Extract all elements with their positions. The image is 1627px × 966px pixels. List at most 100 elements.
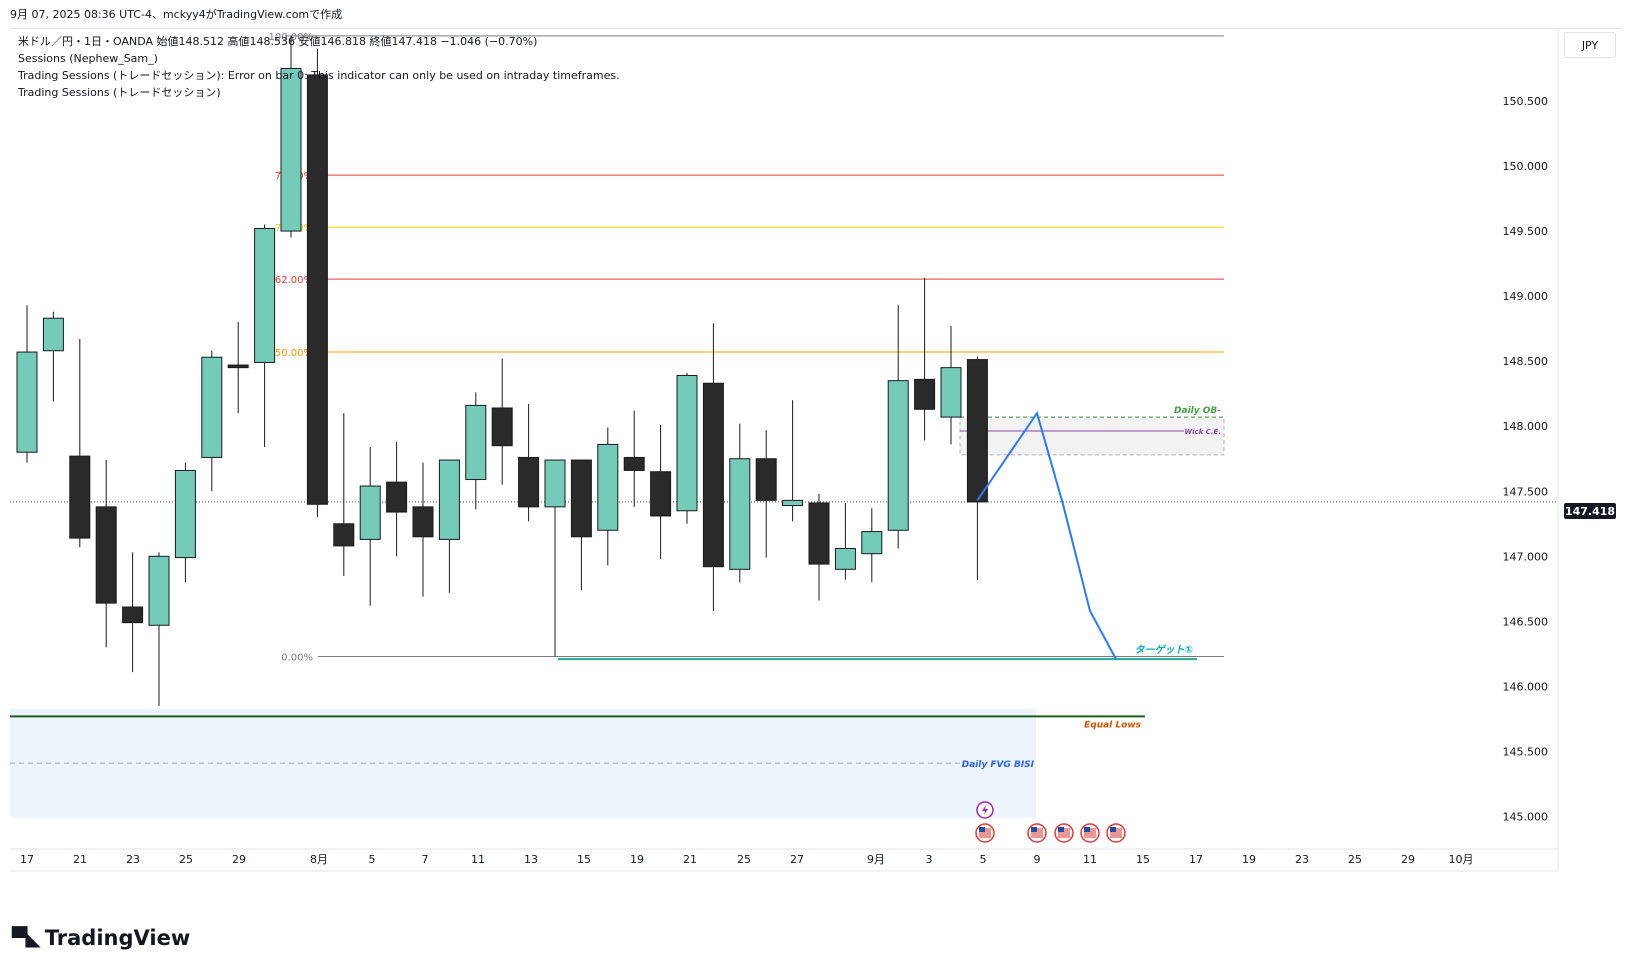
lightning-icon[interactable]	[976, 801, 994, 819]
annotation-label: Daily FVG BISI	[962, 760, 1035, 770]
time-tick-label: 10月	[1449, 853, 1474, 866]
candle	[16, 305, 38, 463]
us-flag-icon-canton	[1058, 827, 1064, 832]
time-tick-label: 19	[1242, 853, 1256, 866]
candle	[359, 447, 381, 606]
candle	[861, 508, 883, 583]
time-tick-label: 27	[790, 853, 804, 866]
tradingview-logo-icon: ▀◣	[12, 926, 41, 950]
chart-frame[interactable]	[10, 28, 1622, 909]
candle-body	[650, 471, 672, 517]
fib-label: 50.00%	[275, 348, 313, 359]
time-tick-label: 17	[1189, 853, 1203, 866]
time-tick-label: 3	[926, 853, 933, 866]
candle	[808, 493, 830, 601]
candle	[650, 424, 672, 559]
order-block-zone	[959, 416, 1225, 456]
price-tick-label: 147.000	[1503, 550, 1549, 563]
us-flag-icon[interactable]	[975, 823, 995, 843]
candle-body	[808, 502, 830, 565]
candle	[280, 35, 302, 238]
us-flag-icon[interactable]	[1054, 823, 1074, 843]
us-flag-icon-canton	[1031, 827, 1037, 832]
candle-body	[280, 67, 302, 232]
candle	[69, 339, 91, 548]
legend-symbol-line[interactable]: 米ドル／円・1日・OANDA 始値148.512 高値148.536 安値146…	[18, 35, 538, 48]
candle	[465, 392, 487, 510]
candle	[623, 410, 645, 507]
candle-body	[887, 380, 909, 531]
fib-label: 0.00%	[281, 652, 313, 663]
brand-name: TradingView	[44, 926, 191, 950]
time-tick-label: 29	[1401, 853, 1415, 866]
price-tick-label: 149.500	[1503, 225, 1549, 238]
legend-indicator-trading-sessions[interactable]: Trading Sessions (トレードセッション)	[18, 86, 221, 99]
time-tick-label: 15	[577, 853, 591, 866]
price-tick-label: 146.000	[1503, 680, 1549, 693]
time-tick-label: 25	[737, 853, 751, 866]
lightning-icon-bolt	[982, 805, 988, 815]
candle	[412, 462, 434, 597]
legend-indicator-sessions[interactable]: Sessions (Nephew_Sam_)	[18, 52, 158, 65]
candle-body	[834, 547, 856, 570]
candle-body	[782, 499, 804, 507]
time-tick-label: 13	[524, 853, 538, 866]
candle	[597, 427, 619, 566]
last-price-tag: 147.418	[1564, 503, 1616, 519]
currency-selector[interactable]: JPY	[1564, 32, 1616, 58]
candle-body	[702, 382, 724, 568]
candle	[254, 224, 276, 448]
price-tick-label: 145.000	[1503, 811, 1549, 824]
candle	[544, 459, 566, 657]
time-tick-label: 11	[471, 853, 485, 866]
time-tick-label: 5	[980, 853, 987, 866]
candle-body	[729, 458, 751, 570]
candle-body	[570, 459, 592, 538]
time-tick-label: 21	[73, 853, 87, 866]
candle	[306, 48, 328, 518]
candle-body	[623, 456, 645, 471]
candle	[887, 305, 909, 549]
time-tick-label: 5	[369, 853, 376, 866]
time-tick-label: 8月	[310, 853, 328, 866]
candle-body	[95, 506, 117, 604]
candle	[201, 350, 223, 492]
us-flag-icon[interactable]	[1027, 823, 1047, 843]
candle	[227, 322, 249, 414]
candle	[386, 441, 408, 557]
time-tick-label: 9月	[867, 853, 885, 866]
candle	[438, 459, 460, 593]
brand[interactable]: ▀◣ TradingView	[12, 926, 190, 950]
candle	[966, 356, 988, 580]
annotation-label: Equal Lows	[1084, 720, 1142, 730]
time-tick-label: 11	[1083, 853, 1097, 866]
candle-body	[122, 606, 144, 624]
candle	[518, 404, 540, 522]
candle-body	[438, 459, 460, 540]
candle-body	[69, 455, 91, 539]
time-tick-label: 17	[20, 853, 34, 866]
us-flag-icon-canton	[979, 827, 985, 832]
candle-body	[940, 367, 962, 418]
price-tick-label: 150.500	[1503, 95, 1549, 108]
legend-indicator-error[interactable]: Trading Sessions (トレードセッション): Error on b…	[18, 69, 620, 82]
candle-body	[227, 364, 249, 369]
price-tick-label: 148.500	[1503, 355, 1549, 368]
candle-body	[254, 227, 276, 363]
us-flag-icon-canton	[1084, 827, 1090, 832]
candle	[914, 277, 936, 441]
time-tick-label: 7	[422, 853, 429, 866]
candle-body	[544, 459, 566, 508]
time-tick-label: 21	[683, 853, 697, 866]
candle-body	[148, 555, 170, 626]
time-tick-label: 19	[630, 853, 644, 866]
candle	[834, 502, 856, 580]
us-flag-icon[interactable]	[1106, 823, 1126, 843]
candle-body	[518, 456, 540, 508]
price-tick-label: 148.000	[1503, 420, 1549, 433]
us-flag-icon[interactable]	[1080, 823, 1100, 843]
time-tick-label: 25	[1348, 853, 1362, 866]
time-tick-label: 29	[232, 853, 246, 866]
us-flag-icon-canton	[1110, 827, 1116, 832]
